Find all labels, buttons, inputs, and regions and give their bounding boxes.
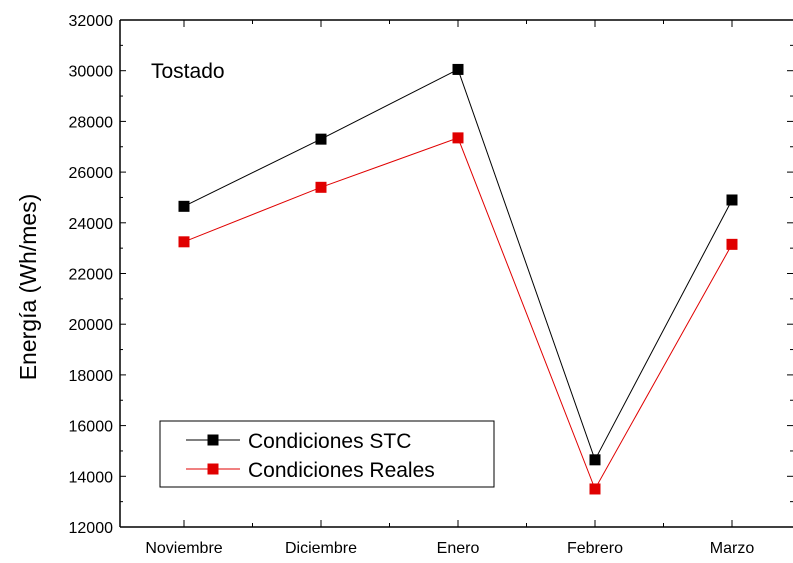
legend-marker (208, 435, 219, 446)
y-tick-label: 18000 (69, 368, 114, 385)
y-tick-label: 32000 (69, 13, 114, 30)
legend-label: Condiciones Reales (248, 459, 435, 482)
data-point (179, 236, 190, 247)
x-tick-label: Enero (437, 540, 480, 557)
legend: Condiciones STC Condiciones Reales (160, 421, 494, 487)
y-tick-label: 26000 (69, 165, 114, 182)
data-point (179, 201, 190, 212)
y-tick-label: 22000 (69, 267, 114, 284)
x-tick-label: Noviembre (145, 540, 222, 557)
legend-label: Condiciones STC (248, 430, 411, 453)
data-point (316, 182, 327, 193)
y-tick-label: 14000 (69, 469, 114, 486)
x-tick-label: Diciembre (285, 540, 357, 557)
chart-annotation: Tostado (151, 60, 225, 83)
data-point (453, 132, 464, 143)
y-tick-label: 24000 (69, 216, 114, 233)
x-tick-label: Marzo (710, 540, 755, 557)
data-point (727, 194, 738, 205)
data-point (727, 239, 738, 250)
y-tick-label: 30000 (69, 64, 114, 81)
x-tick-label: Febrero (567, 540, 623, 557)
y-tick-label: 28000 (69, 114, 114, 131)
y-tick-label: 20000 (69, 317, 114, 334)
data-point (453, 64, 464, 75)
y-tick-label: 12000 (69, 520, 114, 537)
legend-marker (208, 464, 219, 475)
y-axis-label: Energía (Wh/mes) (15, 194, 41, 381)
y-tick-label: 16000 (69, 419, 114, 436)
data-point (590, 483, 601, 494)
data-point (590, 454, 601, 465)
data-point (316, 134, 327, 145)
